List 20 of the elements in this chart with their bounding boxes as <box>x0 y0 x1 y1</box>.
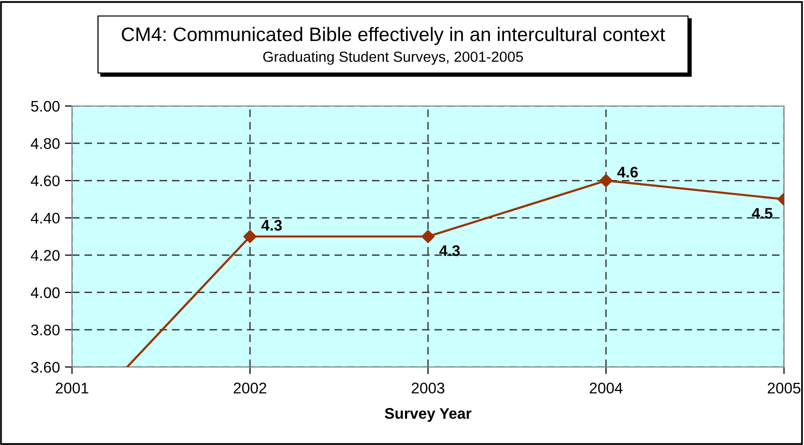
x-tick-label: 2002 <box>234 382 266 394</box>
data-label: 4.6 <box>617 166 638 178</box>
x-axis-title: Survey Year <box>384 408 472 422</box>
x-tick-label: 2005 <box>768 382 800 394</box>
data-label: 4.3 <box>261 220 282 231</box>
data-label: 4.3 <box>439 245 460 256</box>
x-tick-label: 2001 <box>56 382 88 394</box>
chart-title: CM4: Communicated Bible effectively in an intercultural context <box>122 26 666 46</box>
data-label: 4.5 <box>752 208 772 219</box>
chart-subtitle: Graduating Student Surveys, 2001-2005 <box>263 51 523 65</box>
y-tick-label: 4.80 <box>30 138 60 149</box>
y-tick-label: 4.20 <box>30 250 60 261</box>
y-tick-label: 5.00 <box>31 100 60 112</box>
y-tick-label: 4.00 <box>30 287 60 298</box>
x-tick-label: 2004 <box>590 382 623 394</box>
x-tick-label: 2003 <box>412 382 444 394</box>
y-tick-label: 3.60 <box>31 362 60 373</box>
y-tick-label: 4.40 <box>30 212 60 224</box>
y-tick-label: 4.60 <box>30 175 60 186</box>
y-tick-label: 3.80 <box>31 324 60 336</box>
